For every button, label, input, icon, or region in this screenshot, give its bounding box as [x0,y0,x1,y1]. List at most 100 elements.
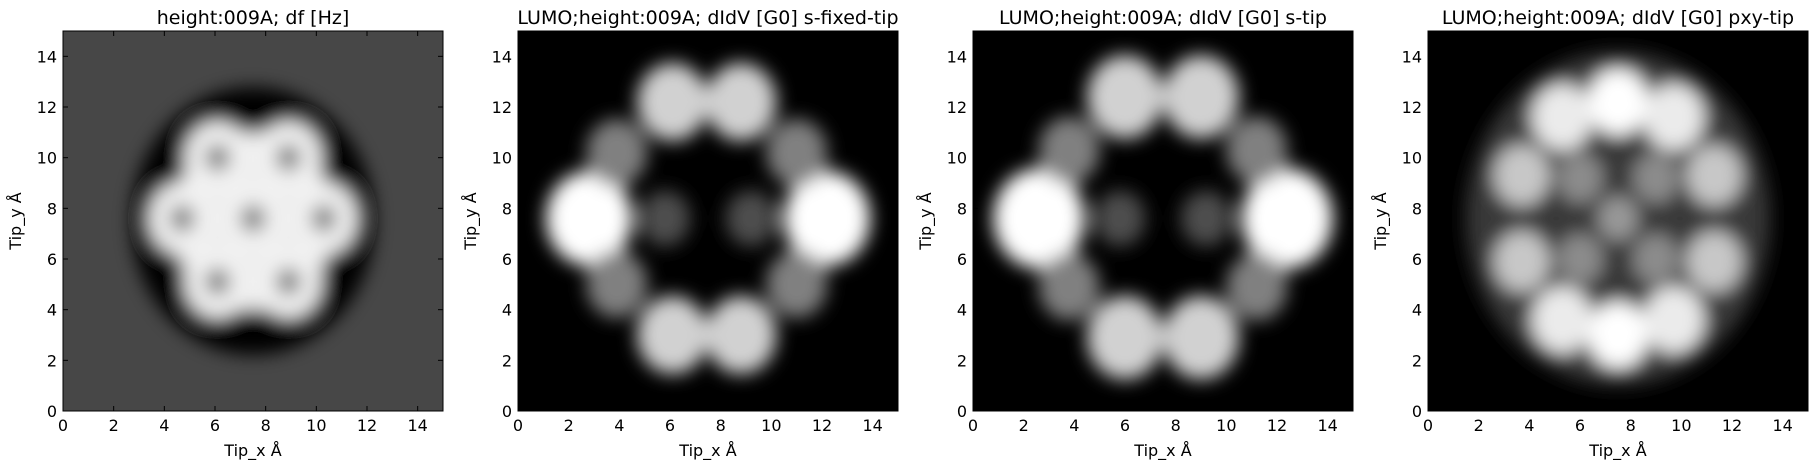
y-tick-label: 10 [1402,149,1422,168]
y-tick-label: 12 [37,98,57,117]
heatmap-blob [637,62,708,141]
heatmap-blob [1597,196,1639,241]
x-tick-label: 2 [1474,416,1484,435]
heatmap-blob [1587,301,1649,369]
heatmap-blob [275,267,302,296]
heatmap-blob [1163,295,1239,380]
y-tick-label: 0 [502,402,512,421]
x-tick-label: 12 [1267,416,1287,435]
x-tick-label: 4 [159,416,169,435]
x-axis-label: Tip_x Å [1133,441,1191,461]
y-tick-label: 2 [957,351,967,370]
x-tick-label: 8 [1626,416,1636,435]
heatmap-blob [586,250,648,318]
y-tick-label: 8 [1412,199,1422,218]
y-tick-label: 14 [492,47,512,66]
x-tick-label: 8 [716,416,726,435]
y-tick-label: 4 [1412,301,1422,320]
y-tick-label: 6 [502,250,512,269]
panel-2: 0 2 4 6 8 10 12 14 0 2 4 6 8 10 12 14 LUMO;height:009A; … [461,7,899,461]
x-tick-label: 10 [761,416,781,435]
x-tick-label: 10 [306,416,326,435]
y-tick-label: 2 [1412,351,1422,370]
heatmap-blob [725,190,777,247]
heatmap-blob [204,267,231,296]
y-tick-label: 10 [37,149,57,168]
heatmap-blob [1241,168,1333,269]
x-tick-label: 6 [665,416,675,435]
x-axis-label: Tip_x Å [678,441,736,461]
x-tick-label: 4 [614,416,624,435]
heatmap-blob [1226,253,1288,321]
plot-frame [62,30,444,412]
heatmap-blob [1643,83,1705,151]
heatmap-blob [1686,230,1743,293]
heatmap-blob [1531,286,1593,354]
heatmap-image [973,31,1353,411]
x-tick-label: 6 [1575,416,1585,435]
plot-frame [517,30,899,412]
heatmap-blob [240,204,266,233]
heatmap-blob [637,295,708,375]
x-tick-label: 14 [862,416,882,435]
heatmap-blob [1038,253,1100,321]
heatmap-blob [1633,233,1679,285]
chart-title: LUMO;height:009A; dIdV [G0] pxy-tip [1442,7,1794,29]
y-tick-label: 2 [502,351,512,370]
heatmap-blob [1038,116,1100,184]
x-tick-label: 0 [968,416,978,435]
heatmap-blob [766,250,828,318]
heatmap-blob [586,119,648,187]
x-axis-label: Tip_x Å [1588,441,1646,461]
x-tick-label: 14 [1772,416,1792,435]
heatmap-blob [311,204,337,233]
plot-frame [1427,30,1809,412]
heatmap-blob [705,295,777,375]
y-tick-label: 8 [502,199,512,218]
x-tick-label: 0 [58,416,68,435]
y-tick-label: 8 [47,199,57,218]
panel-3: 0 2 4 6 8 10 12 14 0 2 4 6 8 10 12 14 LUMO;height:009A; … [916,7,1354,461]
heatmap-image [518,31,898,411]
heatmap-blob [1686,144,1743,207]
y-tick-label: 6 [47,250,57,269]
panel-1: 0 2 4 6 8 10 12 14 0 2 4 6 8 10 12 14 height:009A; df [H… [6,7,444,461]
x-tick-label: 12 [357,416,377,435]
y-axis-label: Tip_y Å [1371,192,1391,250]
x-tick-label: 2 [109,416,119,435]
y-axis-label: Tip_y Å [916,192,936,250]
y-tick-label: 14 [1402,47,1422,66]
x-tick-label: 6 [1120,416,1130,435]
heatmap-blob [204,143,231,172]
y-tick-label: 4 [502,301,512,320]
y-tick-label: 12 [1402,98,1422,117]
y-tick-label: 10 [947,149,967,168]
panel-4: 0 2 4 6 8 10 12 14 0 2 4 6 8 10 12 14 LUMO;height:009A; … [1371,7,1809,461]
plot-frame [972,30,1354,412]
x-tick-label: 4 [1524,416,1534,435]
x-tick-label: 12 [1722,416,1742,435]
x-tick-label: 10 [1671,416,1691,435]
y-tick-label: 4 [957,301,967,320]
y-axis-label: Tip_y Å [6,192,26,250]
heatmap-blob [545,171,632,266]
heatmap-blob [639,190,691,247]
x-tick-label: 2 [564,416,574,435]
heatmap-image [63,31,443,411]
y-tick-label: 12 [947,98,967,117]
heatmap-blob [705,62,777,141]
y-tick-label: 8 [957,199,967,218]
y-tick-label: 0 [957,402,967,421]
heatmap-blob [1226,116,1288,184]
x-tick-label: 0 [1423,416,1433,435]
y-tick-label: 12 [492,98,512,117]
x-tick-label: 4 [1069,416,1079,435]
heatmap-image [1428,31,1808,411]
heatmap-blob [169,204,195,233]
y-tick-label: 0 [47,402,57,421]
x-tick-label: 6 [210,416,220,435]
chart-title: LUMO;height:009A; dIdV [G0] s-tip [999,7,1327,29]
y-tick-label: 10 [492,149,512,168]
x-tick-label: 8 [261,416,271,435]
